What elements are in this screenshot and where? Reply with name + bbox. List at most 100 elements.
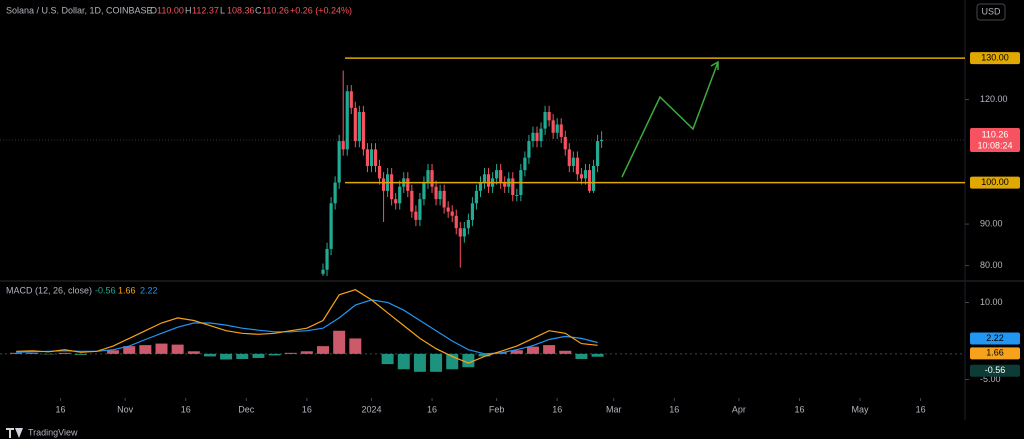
- candle-body: [410, 190, 414, 212]
- candle-body: [591, 165, 596, 191]
- candle-body: [329, 203, 333, 249]
- candle-body: [418, 199, 422, 220]
- candle-body: [426, 170, 430, 183]
- candle-body: [454, 215, 458, 229]
- candle-body: [587, 170, 592, 191]
- x-tick-label: 16: [916, 404, 926, 414]
- x-tick-label: 16: [302, 404, 312, 414]
- histogram-bar: [543, 345, 556, 354]
- candle-body: [511, 178, 515, 196]
- candle-body: [357, 112, 361, 142]
- level-label-box: [970, 52, 1020, 65]
- histogram-bar: [236, 353, 249, 359]
- x-tick-label: 16: [56, 404, 66, 414]
- x-tick-label: May: [852, 404, 870, 414]
- histogram-bar: [155, 343, 168, 354]
- candle-body: [422, 182, 426, 200]
- candle-body: [365, 149, 370, 166]
- x-tick-label: 16: [669, 404, 679, 414]
- candle-body: [555, 124, 559, 133]
- candle-body: [353, 107, 357, 142]
- candle-body: [559, 124, 563, 137]
- candle-body: [482, 174, 487, 183]
- macd-last: 1.66: [986, 348, 1004, 358]
- histogram-bar: [462, 353, 475, 368]
- candle-body: [551, 120, 555, 133]
- macd-line: [16, 289, 598, 364]
- candle-body: [531, 132, 535, 142]
- ohlc-value: 110.26: [262, 5, 289, 15]
- macd-title: MACD (12, 26, close): [6, 285, 92, 295]
- level-label: 100.00: [981, 177, 1009, 187]
- candle-body: [345, 91, 349, 150]
- histogram-bar: [74, 353, 87, 355]
- countdown: 10:08:24: [977, 140, 1012, 150]
- histogram-bar: [413, 353, 426, 372]
- candle-body: [595, 141, 600, 166]
- level-label-box: [970, 176, 1020, 189]
- ohlc-label: O: [150, 5, 157, 15]
- signal-line: [16, 299, 598, 355]
- histogram-bar: [526, 346, 539, 354]
- candle-body: [361, 112, 365, 150]
- x-tick-label: Mar: [606, 404, 622, 414]
- ohlc-label: C: [255, 5, 262, 15]
- candle-body: [377, 165, 382, 179]
- histogram-bar: [300, 351, 313, 354]
- candle-body: [321, 269, 325, 274]
- histogram-bar: [123, 346, 136, 354]
- histogram-bar: [284, 352, 297, 354]
- histogram-bar: [139, 345, 152, 354]
- candle-body: [406, 178, 410, 191]
- ohlc-value: 108.36: [227, 5, 255, 15]
- brand: TradingView: [28, 427, 78, 437]
- x-tick-label: 16: [794, 404, 804, 414]
- candle-body: [539, 128, 543, 142]
- x-tick-label: 16: [181, 404, 191, 414]
- last-price-box: [970, 127, 1020, 152]
- histogram-bar: [171, 344, 184, 354]
- currency[interactable]: USD: [981, 6, 1001, 16]
- candle-body: [579, 174, 584, 179]
- candle-body: [499, 170, 503, 183]
- histogram-bar: [478, 353, 491, 357]
- ohlc-label: H: [185, 5, 192, 15]
- candle-body: [369, 149, 374, 166]
- candle-body: [450, 211, 454, 216]
- candle-body: [390, 174, 394, 200]
- x-tick-label: Apr: [732, 404, 746, 414]
- histogram-bar: [58, 352, 71, 354]
- macd-last-box: [970, 347, 1020, 360]
- histogram-bar: [575, 353, 588, 359]
- candle-body: [567, 149, 571, 166]
- histogram-bar: [317, 346, 330, 354]
- candle-body: [430, 170, 434, 187]
- candle-body: [515, 195, 519, 197]
- candle-body: [442, 190, 446, 208]
- x-tick-label: 16: [427, 404, 437, 414]
- currency-box[interactable]: [976, 3, 1006, 21]
- ohlc-value: 110.00: [157, 5, 184, 15]
- candle-body: [373, 149, 378, 166]
- candle-body: [466, 219, 470, 229]
- candle-body: [543, 112, 547, 129]
- candle-body: [527, 141, 531, 158]
- histogram-bar: [252, 353, 265, 358]
- histogram-bar: [42, 353, 55, 355]
- x-tick-label: 2024: [361, 404, 381, 414]
- histogram-bar: [26, 352, 39, 354]
- histogram-bar: [107, 350, 120, 354]
- candle-body: [495, 170, 499, 179]
- last-price-label: 110.26: [982, 129, 1009, 139]
- candle-body: [349, 91, 353, 108]
- candle-body: [438, 190, 442, 200]
- level-label: 130.00: [981, 52, 1009, 62]
- candle-body: [398, 186, 402, 204]
- histogram-bar: [559, 350, 572, 354]
- candle-body: [434, 186, 438, 200]
- candle-body: [583, 170, 588, 179]
- candle-body: [325, 248, 329, 270]
- ohlc-value: 112.37: [192, 5, 219, 15]
